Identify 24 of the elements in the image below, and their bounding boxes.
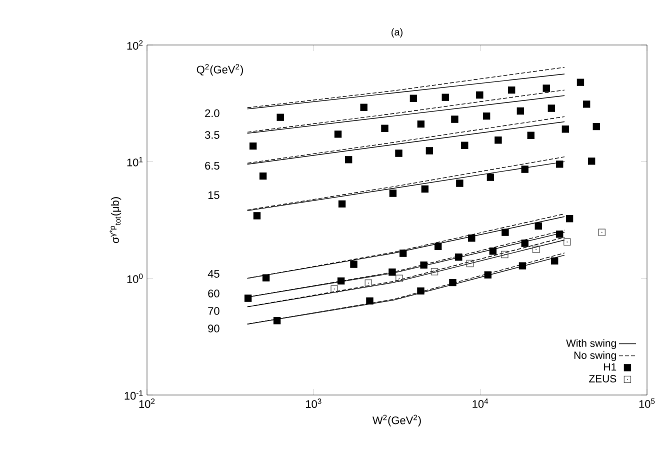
legend-label: With swing xyxy=(566,339,616,349)
x-axis-title: W$^{2}$(GeV$^{2}$) xyxy=(372,414,421,426)
annotation: 45 xyxy=(208,270,220,278)
annotation: 3.5 xyxy=(204,131,220,139)
y-axis-title: σ$^{γ*p}$$_{tot}$(μb) xyxy=(110,197,122,244)
x-tick-label: 10$^{3}$ xyxy=(306,398,322,408)
chart-title: (a) xyxy=(392,28,402,38)
annotation: Q$^{2}$(GeV$^{2}$) xyxy=(196,64,243,76)
x-tick-label: 10$^{2}$ xyxy=(139,398,155,408)
annotation: 6.5 xyxy=(205,162,220,170)
y-tick-label: 10$^{0}$ xyxy=(127,274,143,284)
annotation: 90 xyxy=(208,324,220,332)
legend-label: No swing xyxy=(574,351,616,362)
x-tick-label: 10$^{5}$ xyxy=(639,398,655,408)
annotation: 2.0 xyxy=(205,109,220,118)
annotation: 15 xyxy=(208,191,220,199)
y-tick-label: 10$^{-1}$ xyxy=(124,390,143,400)
legend-label: ZEUS xyxy=(589,375,616,382)
y-tick-label: 10$^{2}$ xyxy=(127,40,143,50)
y-tick-label: 10$^{1}$ xyxy=(127,156,143,166)
legend-label: H1 xyxy=(604,363,616,371)
annotation: 60 xyxy=(208,290,220,298)
x-tick-label: 10$^{4}$ xyxy=(472,398,488,408)
annotation: 70 xyxy=(208,307,220,315)
